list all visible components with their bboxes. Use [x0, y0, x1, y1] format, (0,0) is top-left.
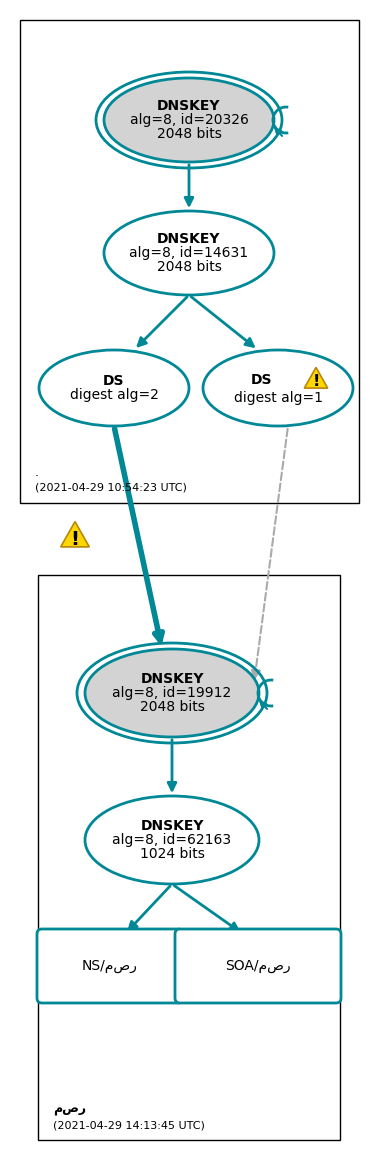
Text: (2021-04-29 14:13:45 UTC): (2021-04-29 14:13:45 UTC): [53, 1120, 205, 1130]
Polygon shape: [304, 367, 328, 388]
Bar: [38, 575, 340, 1140]
Ellipse shape: [203, 350, 353, 426]
Text: 1024 bits: 1024 bits: [139, 847, 204, 861]
Text: (2021-04-29 10:54:23 UTC): (2021-04-29 10:54:23 UTC): [35, 483, 187, 493]
Text: 2048 bits: 2048 bits: [139, 700, 204, 714]
Text: digest alg=1: digest alg=1: [233, 391, 323, 405]
Ellipse shape: [104, 211, 274, 294]
Text: alg=8, id=62163: alg=8, id=62163: [113, 833, 232, 847]
Polygon shape: [61, 522, 89, 547]
Text: !: !: [70, 530, 80, 549]
Ellipse shape: [104, 77, 274, 162]
Text: SOA/مصر: SOA/مصر: [225, 960, 291, 972]
Text: DNSKEY: DNSKEY: [157, 232, 221, 246]
Ellipse shape: [39, 350, 189, 426]
Text: .: .: [35, 467, 39, 480]
Text: DS: DS: [103, 374, 125, 388]
Text: مصر: مصر: [53, 1104, 86, 1117]
Text: DNSKEY: DNSKEY: [140, 672, 204, 686]
Text: DS: DS: [251, 373, 273, 387]
Text: 2048 bits: 2048 bits: [157, 260, 221, 274]
Text: NS/مصر: NS/مصر: [82, 960, 138, 972]
Text: alg=8, id=14631: alg=8, id=14631: [130, 246, 249, 260]
Ellipse shape: [85, 796, 259, 884]
Text: alg=8, id=19912: alg=8, id=19912: [113, 686, 232, 700]
Text: digest alg=2: digest alg=2: [70, 388, 158, 402]
Text: alg=8, id=20326: alg=8, id=20326: [130, 113, 249, 127]
Text: DNSKEY: DNSKEY: [140, 819, 204, 833]
Text: 2048 bits: 2048 bits: [157, 127, 221, 141]
Text: !: !: [312, 374, 320, 389]
Text: DNSKEY: DNSKEY: [157, 99, 221, 113]
Bar: [20, 20, 359, 503]
FancyBboxPatch shape: [175, 929, 341, 1003]
Ellipse shape: [85, 649, 259, 737]
FancyBboxPatch shape: [37, 929, 183, 1003]
